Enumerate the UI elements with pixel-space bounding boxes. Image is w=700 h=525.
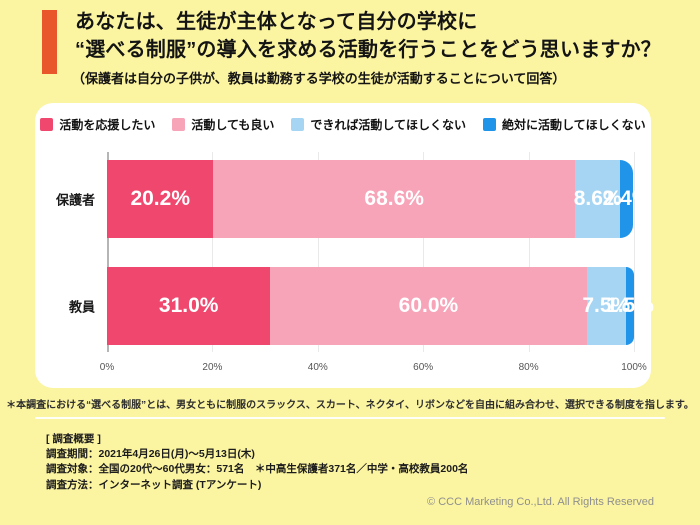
bar-value-label: 1.5% — [606, 294, 654, 317]
gridline — [317, 152, 319, 352]
gridline — [212, 152, 214, 352]
bar-segment: 68.6% — [213, 160, 575, 238]
survey-method: 調査方法：インターネット調査 (Tアンケート) — [46, 478, 262, 491]
legend-item: できれば活動してほしくない — [291, 116, 466, 133]
legend-swatch — [40, 118, 54, 131]
bar-category-label: 教員 — [68, 299, 95, 315]
bar-segment: 60.0% — [270, 267, 587, 345]
bar-segment: 31.0% — [107, 267, 271, 345]
bar-segment: 1.5% — [606, 267, 654, 345]
page-subtitle: （保護者は自分の子供が、教員は勤務する学校の生徒が活動することについて回答） — [72, 71, 566, 86]
survey-target: 調査対象：全国の20代〜60代男女：571名 ＊中高生保護者371名／中学・高校… — [46, 463, 469, 476]
bar-segment: 20.2% — [107, 160, 214, 238]
bar-value-label: 31.0% — [158, 294, 219, 317]
legend-label: 活動を応援したい — [59, 118, 156, 132]
bar-value-label: 8.6% — [573, 187, 622, 210]
chart-legend: 活動を応援したい 活動しても良い できれば活動してほしくない 絶対に活動してほしくない — [35, 116, 651, 133]
gridline — [528, 152, 530, 352]
legend-swatch — [483, 118, 497, 131]
gridline — [634, 152, 635, 352]
gridline — [423, 152, 425, 352]
x-axis-tick-label: 20% — [202, 362, 223, 373]
copyright-notice: © CCC Marketing Co.,Ltd. All Rights Rese… — [427, 496, 654, 508]
survey-overview: [ 調査概要 ] 調査期間：2021年4月26日(月)〜5月13日(木) 調査対… — [46, 432, 468, 493]
title-line-2: “選べる制服”の導入を求める活動を行うことをどう思いますか？ — [75, 38, 661, 61]
chart-panel: 活動を応援したい 活動しても良い できれば活動してほしくない 絶対に活動してほしくない… — [35, 103, 654, 388]
legend-item: 絶対に活動してほしくない — [483, 116, 646, 133]
bar-value-label: 60.0% — [398, 294, 459, 317]
legend-label: できれば活動してほしくない — [310, 118, 467, 132]
x-axis-tick-label: 100% — [621, 362, 647, 373]
bar-segment: 7.5% — [582, 267, 630, 345]
bar-value-label: 7.5% — [582, 294, 631, 317]
bar-value-label: 2.4% — [602, 187, 651, 210]
bar-category-label: 保護者 — [55, 192, 95, 208]
x-axis-tick-label: 0% — [99, 362, 115, 373]
bar-row: 保護者 20.2% 68.6% 8.6% 2.4% — [56, 160, 651, 238]
section-divider — [35, 417, 665, 419]
chart-footnote: ＊本調査における“選べる制服”とは、男女ともに制服のスラックス、スカート、ネクタ… — [6, 400, 694, 411]
legend-label: 絶対に活動してほしくない — [502, 118, 646, 132]
legend-swatch — [172, 118, 186, 131]
legend-swatch — [291, 118, 305, 131]
bar-value-label: 20.2% — [130, 187, 190, 210]
bar-segment: 8.6% — [573, 160, 622, 238]
bar-segment: 2.4% — [603, 160, 651, 238]
legend-label: 活動しても良い — [191, 118, 275, 132]
legend-item: 活動を応援したい — [40, 116, 155, 133]
x-axis-tick-label: 40% — [307, 362, 328, 373]
x-axis-tick-label: 80% — [518, 362, 539, 373]
survey-period: 調査期間：2021年4月26日(月)〜5月13日(木) — [46, 448, 255, 461]
y-axis-line — [107, 152, 109, 352]
title-accent-bar — [42, 10, 57, 74]
page-title: あなたは、生徒が主体となって自分の学校に “選べる制服”の導入を求める活動を行う… — [75, 9, 661, 64]
plot-area: 0% 20% 40% 60% 80% 100% 保護者 20.2% 68.6% 8.6% 2.4% 教… — [56, 152, 654, 373]
x-axis-tick-label: 60% — [413, 362, 434, 373]
bar-row: 教員 31.0% 60.0% 7.5% 1.5% — [69, 267, 654, 345]
survey-overview-heading: [ 調査概要 ] — [46, 433, 101, 445]
legend-item: 活動しても良い — [172, 116, 274, 133]
title-line-1: あなたは、生徒が主体となって自分の学校に — [75, 11, 478, 33]
bar-value-label: 68.6% — [364, 187, 424, 210]
